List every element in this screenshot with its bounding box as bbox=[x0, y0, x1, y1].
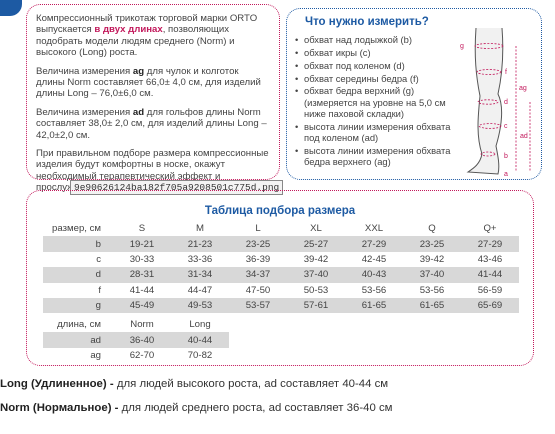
table-cell: 19-21 bbox=[113, 236, 171, 252]
table-cell: 49-53 bbox=[171, 297, 229, 314]
measure-item: высота линии измерения обхвата бедра вер… bbox=[295, 145, 465, 168]
table-cell: 27-29 bbox=[345, 236, 403, 252]
table-cell: 62-70 bbox=[113, 347, 171, 364]
table-cell: 23-25 bbox=[229, 236, 287, 252]
table-cell: 21-23 bbox=[171, 236, 229, 252]
table-cell: 47-50 bbox=[229, 282, 287, 298]
table-cell: d bbox=[43, 267, 113, 283]
length-table-header: длина, см Norm Long bbox=[43, 317, 229, 332]
table-cell: 57-61 bbox=[287, 297, 345, 314]
table-cell: 50-53 bbox=[287, 282, 345, 298]
size-table-box: Таблица подбора размера размер, см S M L… bbox=[26, 190, 534, 366]
table-cell: 53-56 bbox=[403, 282, 461, 298]
measure-item: обхват икры (c) bbox=[295, 47, 465, 59]
table-row: c 30-33 33-36 36-39 39-42 42-45 39-42 43… bbox=[43, 251, 519, 268]
note-norm: Norm (Нормальное) - для людей среднего р… bbox=[0, 402, 393, 414]
intro-paragraph-3: Величина измерения ad для гольфов длины … bbox=[36, 106, 267, 141]
table-cell: c bbox=[43, 251, 113, 268]
measure-item: высота линии измерения обхвата под колен… bbox=[295, 121, 465, 144]
filename-tooltip: 9e90626124ba182f705a9208501c775d.png bbox=[70, 180, 284, 195]
table-row: d 28-31 31-34 34-37 37-40 40-43 37-40 41… bbox=[43, 267, 519, 283]
table-cell: 39-42 bbox=[287, 251, 345, 268]
measure-list: обхват над лодыжкой (b) обхват икры (c) … bbox=[295, 34, 465, 167]
table-cell: 27-29 bbox=[461, 236, 519, 252]
table-cell: f bbox=[43, 282, 113, 298]
table-cell: 53-57 bbox=[229, 297, 287, 314]
size-table-header: размер, см S M L XL XXL Q Q+ bbox=[43, 221, 519, 236]
header-cell: Norm bbox=[130, 319, 154, 331]
header-cell: S bbox=[138, 223, 146, 235]
header-cell: Long bbox=[189, 319, 211, 331]
table-cell: 61-65 bbox=[345, 297, 403, 314]
table-cell: 37-40 bbox=[403, 267, 461, 283]
table-cell: b bbox=[43, 236, 113, 252]
table-cell: 40-44 bbox=[171, 332, 229, 348]
leg-diagram: g f ag d ad c b a bbox=[460, 27, 531, 178]
measure-box: Что нужно измерить? обхват над лодыжкой … bbox=[286, 8, 542, 180]
table-cell: 39-42 bbox=[403, 251, 461, 268]
intro-paragraph-2: Величина измерения ag для чулок и колгот… bbox=[36, 65, 261, 100]
measure-item: обхват под коленом (d) bbox=[295, 60, 465, 72]
header-cell: размер, см bbox=[52, 223, 101, 235]
leg-label-ag: ag bbox=[519, 85, 527, 92]
table-cell: 31-34 bbox=[171, 267, 229, 283]
table-cell: 25-27 bbox=[287, 236, 345, 252]
table-row: g 45-49 49-53 53-57 57-61 61-65 61-65 65… bbox=[43, 297, 519, 314]
table-row: ad 36-40 40-44 bbox=[43, 332, 229, 348]
table-cell: g bbox=[43, 297, 113, 314]
table-cell: 28-31 bbox=[113, 267, 171, 283]
table-cell: 36-39 bbox=[229, 251, 287, 268]
table-cell: 65-69 bbox=[461, 297, 519, 314]
table-cell: 41-44 bbox=[461, 267, 519, 283]
table-cell: 40-43 bbox=[345, 267, 403, 283]
leg-label-a: a bbox=[504, 171, 508, 178]
header-cell: Q bbox=[428, 223, 436, 235]
table-cell: 53-56 bbox=[345, 282, 403, 298]
header-cell: Q+ bbox=[483, 223, 497, 235]
table-cell: ad bbox=[43, 332, 113, 348]
measure-item: обхват середины бедра (f) bbox=[295, 73, 465, 85]
table-cell: 70-82 bbox=[171, 347, 229, 364]
table-row: ag 62-70 70-82 bbox=[43, 347, 229, 364]
measure-item: обхват бедра верхний (g) (измеряется на … bbox=[295, 85, 465, 119]
header-cell: XXL bbox=[364, 223, 384, 235]
leg-label-d: d bbox=[504, 99, 508, 106]
measure-item: обхват над лодыжкой (b) bbox=[295, 34, 465, 46]
table-row: b 19-21 21-23 23-25 25-27 27-29 23-25 27… bbox=[43, 236, 519, 252]
leg-label-c: c bbox=[504, 123, 508, 130]
table-cell: 43-46 bbox=[461, 251, 519, 268]
note-long: Long (Удлиненное) - для людей высокого р… bbox=[0, 378, 389, 390]
table-cell: 61-65 bbox=[403, 297, 461, 314]
table-cell: 34-37 bbox=[229, 267, 287, 283]
intro-box: Компрессионный трикотаж торговой марки O… bbox=[26, 4, 280, 193]
table-cell: 33-36 bbox=[171, 251, 229, 268]
table-cell: 36-40 bbox=[113, 332, 171, 348]
table-cell: ag bbox=[43, 347, 113, 364]
header-cell: XL bbox=[310, 223, 322, 235]
size-table: размер, см S M L XL XXL Q Q+ b 19-21 21-… bbox=[43, 221, 519, 314]
corner-decoration bbox=[0, 0, 22, 16]
length-table: длина, см Norm Long ad 36-40 40-44 ag 62… bbox=[43, 317, 229, 364]
leg-label-b: b bbox=[504, 153, 508, 160]
table-cell: 23-25 bbox=[403, 236, 461, 252]
leg-label-ad: ad bbox=[520, 133, 528, 140]
leg-label-f: f bbox=[505, 69, 507, 76]
table-cell: 56-59 bbox=[461, 282, 519, 298]
leg-label-g: g bbox=[460, 43, 464, 50]
table-row: f 41-44 44-47 47-50 50-53 53-56 53-56 56… bbox=[43, 282, 519, 298]
table-cell: 37-40 bbox=[287, 267, 345, 283]
header-cell: L bbox=[255, 223, 261, 235]
table-title: Таблица подбора размера bbox=[204, 205, 356, 217]
header-cell: длина, см bbox=[57, 319, 101, 331]
header-cell: M bbox=[196, 223, 204, 235]
intro-paragraph-1: Компрессионный трикотаж торговой марки O… bbox=[36, 13, 258, 59]
table-cell: 30-33 bbox=[113, 251, 171, 268]
table-cell: 41-44 bbox=[113, 282, 171, 298]
measure-title: Что нужно измерить? bbox=[305, 16, 429, 28]
table-cell: 42-45 bbox=[345, 251, 403, 268]
table-cell: 45-49 bbox=[113, 297, 171, 314]
table-cell: 44-47 bbox=[171, 282, 229, 298]
leg-outline bbox=[466, 27, 504, 175]
